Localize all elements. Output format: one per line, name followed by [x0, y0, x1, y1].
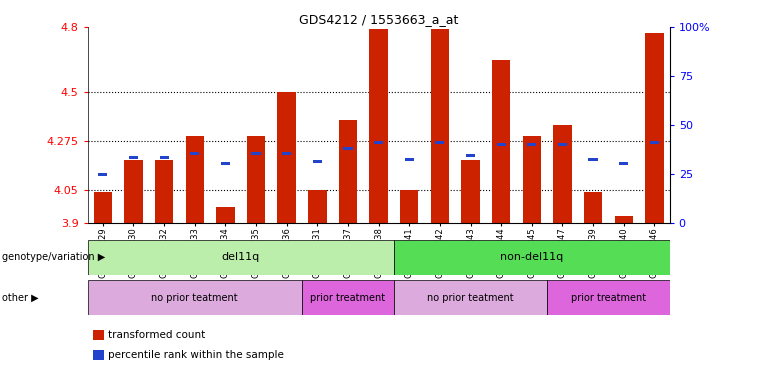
- Bar: [221, 162, 230, 166]
- Text: transformed count: transformed count: [108, 330, 205, 340]
- Bar: [155, 160, 174, 223]
- Title: GDS4212 / 1553663_a_at: GDS4212 / 1553663_a_at: [299, 13, 458, 26]
- Text: no prior teatment: no prior teatment: [151, 293, 238, 303]
- Bar: [619, 162, 629, 166]
- Bar: [405, 158, 414, 161]
- Bar: [302, 280, 394, 315]
- Bar: [190, 152, 199, 155]
- Bar: [160, 156, 169, 159]
- Text: prior treatment: prior treatment: [310, 293, 386, 303]
- Bar: [461, 160, 479, 223]
- Bar: [645, 33, 664, 223]
- Bar: [527, 143, 537, 146]
- Bar: [94, 350, 103, 360]
- Bar: [94, 330, 103, 340]
- Bar: [394, 240, 670, 275]
- Bar: [431, 29, 449, 223]
- Text: del11q: del11q: [221, 252, 260, 262]
- Bar: [394, 280, 547, 315]
- Bar: [492, 60, 511, 223]
- Bar: [282, 152, 291, 155]
- Bar: [588, 158, 597, 161]
- Bar: [553, 125, 572, 223]
- Bar: [186, 136, 204, 223]
- Bar: [547, 280, 670, 315]
- Bar: [369, 29, 388, 223]
- Bar: [88, 240, 394, 275]
- Bar: [94, 192, 112, 223]
- Text: prior treatment: prior treatment: [571, 293, 646, 303]
- Bar: [339, 121, 357, 223]
- Bar: [313, 160, 322, 163]
- Bar: [343, 147, 352, 150]
- Bar: [251, 152, 260, 155]
- Bar: [278, 92, 296, 223]
- Bar: [466, 154, 475, 157]
- Bar: [88, 280, 302, 315]
- Bar: [497, 143, 506, 146]
- Bar: [308, 190, 326, 223]
- Text: percentile rank within the sample: percentile rank within the sample: [108, 350, 284, 360]
- Bar: [124, 160, 142, 223]
- Bar: [374, 141, 384, 144]
- Text: non-del11q: non-del11q: [500, 252, 563, 262]
- Bar: [247, 136, 266, 223]
- Bar: [98, 173, 107, 176]
- Bar: [129, 156, 138, 159]
- Bar: [650, 141, 659, 144]
- Text: genotype/variation ▶: genotype/variation ▶: [2, 252, 105, 262]
- Bar: [615, 216, 633, 223]
- Text: no prior teatment: no prior teatment: [427, 293, 514, 303]
- Bar: [216, 207, 234, 223]
- Text: other ▶: other ▶: [2, 293, 38, 303]
- Bar: [435, 141, 444, 144]
- Bar: [584, 192, 602, 223]
- Bar: [558, 143, 567, 146]
- Bar: [400, 190, 419, 223]
- Bar: [523, 136, 541, 223]
